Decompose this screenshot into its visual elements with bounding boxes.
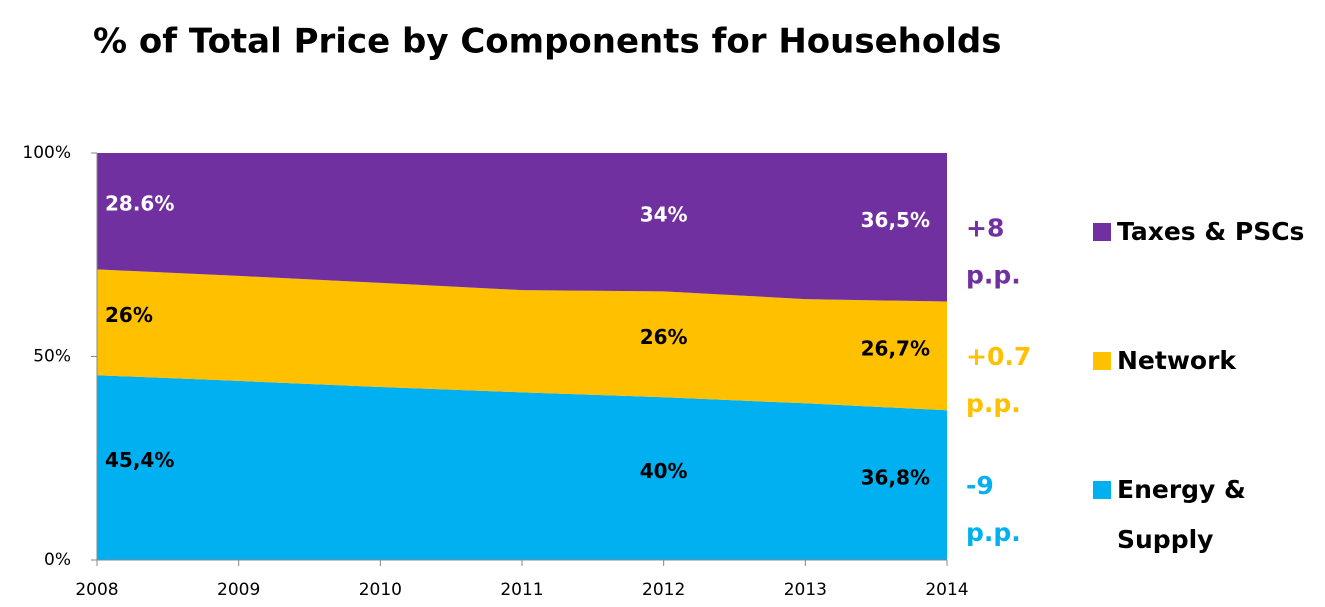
data-label: 34%: [640, 203, 688, 227]
data-label: 26,7%: [861, 336, 930, 360]
legend-label: Network: [1117, 345, 1237, 375]
legend-item: Energy & Supply: [1093, 465, 1318, 565]
area: [97, 269, 947, 411]
x-tick-label: 2008: [75, 580, 118, 600]
legend-item: Taxes & PSCs: [1093, 207, 1318, 257]
legend-swatch: [1093, 223, 1111, 242]
x-tick-label: 2014: [925, 580, 968, 600]
legend-label: Taxes & PSCs: [1117, 217, 1305, 247]
y-tick-label: 50%: [33, 347, 71, 367]
x-tick-label: 2010: [359, 580, 402, 600]
change-annotation: p.p.: [966, 389, 1021, 418]
x-tick-label: 2011: [500, 580, 543, 600]
data-label: 45,4%: [105, 448, 174, 472]
data-label: 36,8%: [861, 466, 930, 490]
change-annotation: p.p.: [966, 518, 1021, 547]
legend-label: Energy & Supply: [1117, 475, 1246, 555]
change-annotation: +0.7: [966, 342, 1031, 371]
change-annotation: -9: [966, 471, 994, 500]
legend-swatch: [1093, 481, 1111, 500]
change-annotation: p.p.: [966, 260, 1021, 289]
legend-item: Network: [1093, 336, 1318, 386]
change-annotation: +8: [966, 213, 1004, 242]
legend-swatch: [1093, 351, 1111, 370]
y-tick-label: 100%: [22, 143, 71, 163]
data-label: 26%: [640, 325, 688, 349]
x-tick-label: 2009: [217, 580, 260, 600]
area: [97, 375, 947, 560]
data-label: 28.6%: [105, 192, 174, 216]
area: [97, 153, 947, 302]
x-tick-label: 2012: [642, 580, 685, 600]
data-label: 40%: [640, 459, 688, 483]
data-label: 36,5%: [861, 208, 930, 232]
data-label: 26%: [105, 303, 153, 327]
y-tick-label: 0%: [44, 550, 71, 570]
x-tick-label: 2013: [784, 580, 827, 600]
chart-title: % of Total Price by Components for House…: [93, 22, 1001, 62]
